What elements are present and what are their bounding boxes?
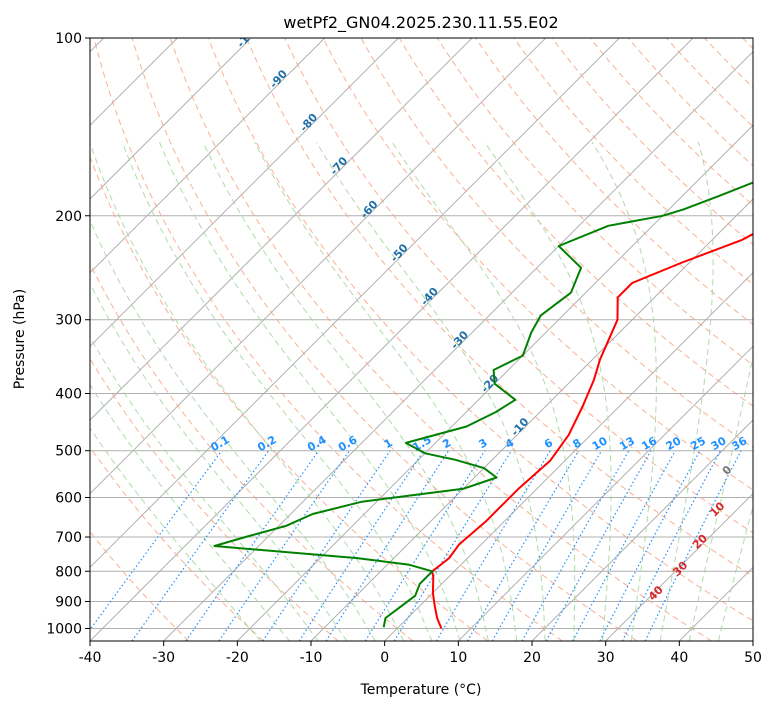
isotherm-line: [90, 38, 473, 421]
moist-adiabat-line: [591, 141, 657, 641]
moist-adiabat-line: [90, 336, 319, 641]
dry-adiabat-line: [589, 38, 753, 206]
isotherm-line: [90, 38, 399, 348]
isotherm-line: [457, 345, 753, 641]
x-axis-title: Temperature (°C): [360, 682, 482, 698]
mixing-ratio-line: [298, 450, 425, 641]
moist-adiabat-line: [90, 383, 291, 641]
moist-adiabat-line: [158, 141, 461, 641]
isotherm-line: [605, 492, 753, 641]
isotherm-line: [90, 38, 694, 641]
x-tick-label: 50: [744, 650, 762, 666]
mixing-ratio-line: [393, 450, 512, 641]
moist-adiabat-line: [90, 282, 348, 641]
dry-adiabat-line: [93, 38, 563, 641]
mixing-ratio-line: [90, 450, 223, 631]
moist-adiabat-line: [90, 141, 405, 641]
dry-adiabat-line: [246, 38, 753, 578]
x-tick-label: 20: [523, 650, 541, 666]
dry-adiabat-line: [322, 38, 753, 491]
dry-adiabat-line: [169, 38, 712, 641]
isotherm-line: [90, 38, 547, 495]
isotherm-line: [384, 271, 753, 641]
mixing-ratio-line: [218, 450, 350, 641]
moist-adiabat-line: [718, 504, 753, 641]
isotherm-line: [163, 50, 753, 641]
mixing-ratio-line: [521, 450, 630, 641]
dry-adiabat-line: [90, 446, 264, 641]
moist-adiabat-line: [391, 141, 576, 641]
mixing-ratio-line: [185, 450, 320, 641]
dry-adiabat-line: [513, 38, 753, 285]
y-axis-title: Pressure (hPa): [12, 289, 28, 389]
dry-adiabat-line: [627, 38, 753, 167]
dewpoint-profile-line: [213, 181, 753, 628]
background-lines: [90, 38, 753, 641]
x-tick-label: 40: [670, 650, 688, 666]
dry-adiabat-line: [360, 38, 753, 449]
moist-adiabat-line: [202, 141, 489, 641]
moist-adiabat-line: [121, 141, 433, 641]
y-tick-label: 200: [55, 209, 82, 225]
x-tick-label: 30: [597, 650, 615, 666]
moist-adiabat-line: [483, 141, 612, 641]
isotherm-line: [531, 419, 753, 641]
dry-adiabat-line: [475, 38, 753, 326]
isotherm-line: [90, 38, 620, 569]
isotherm-line: [90, 38, 326, 274]
moist-adiabat-line: [90, 427, 262, 641]
x-tick-label: -20: [226, 650, 249, 666]
dry-adiabat-line: [131, 38, 638, 641]
dry-adiabat-line: [90, 262, 414, 641]
mixing-ratio-line: [325, 450, 450, 641]
y-tick-label: 400: [55, 387, 82, 403]
y-tick-label: 900: [55, 594, 82, 610]
x-tick-label: 10: [449, 650, 467, 666]
x-tick-label: -10: [300, 650, 323, 666]
y-tick-label: 500: [55, 444, 82, 460]
mixing-ratio-line: [545, 450, 652, 641]
isotherm-line: [90, 38, 252, 200]
chart-title: wetPf2_GN04.2025.230.11.55.E02: [283, 13, 558, 33]
mixing-ratio-line: [621, 450, 721, 641]
x-tick-label: -40: [79, 650, 102, 666]
dry-adiabat-line: [208, 38, 753, 622]
x-tick-label: 0: [380, 650, 389, 666]
mixing-ratio-line: [491, 450, 603, 641]
moist-adiabat-line: [315, 141, 546, 641]
series-layer: [213, 181, 753, 629]
y-tick-label: 600: [55, 490, 82, 506]
y-tick-label: 1000: [46, 621, 82, 637]
y-tick-label: 800: [55, 564, 82, 580]
x-tick-label: -30: [152, 650, 175, 666]
mixing-ratio-line: [644, 450, 742, 641]
moist-adiabat-line: [659, 141, 714, 641]
x-axis: -40 -30 -20 -10 0 10 20 30 40 50: [79, 641, 762, 666]
mixing-ratio-line: [364, 450, 486, 641]
mixing-ratio-line: [262, 450, 391, 641]
moist-adiabat-line: [688, 354, 753, 641]
isotherm-line: [236, 124, 753, 641]
mixing-ratio-line: [131, 450, 270, 641]
y-tick-label: 700: [55, 530, 82, 546]
y-tick-label: 100: [55, 31, 82, 47]
plot-frame: [89, 37, 754, 642]
y-tick-label: 300: [55, 313, 82, 329]
dry-adiabat-line: [398, 38, 753, 407]
y-axis: 100 200 300 400 500 600 700 800 900 1000: [46, 31, 90, 637]
